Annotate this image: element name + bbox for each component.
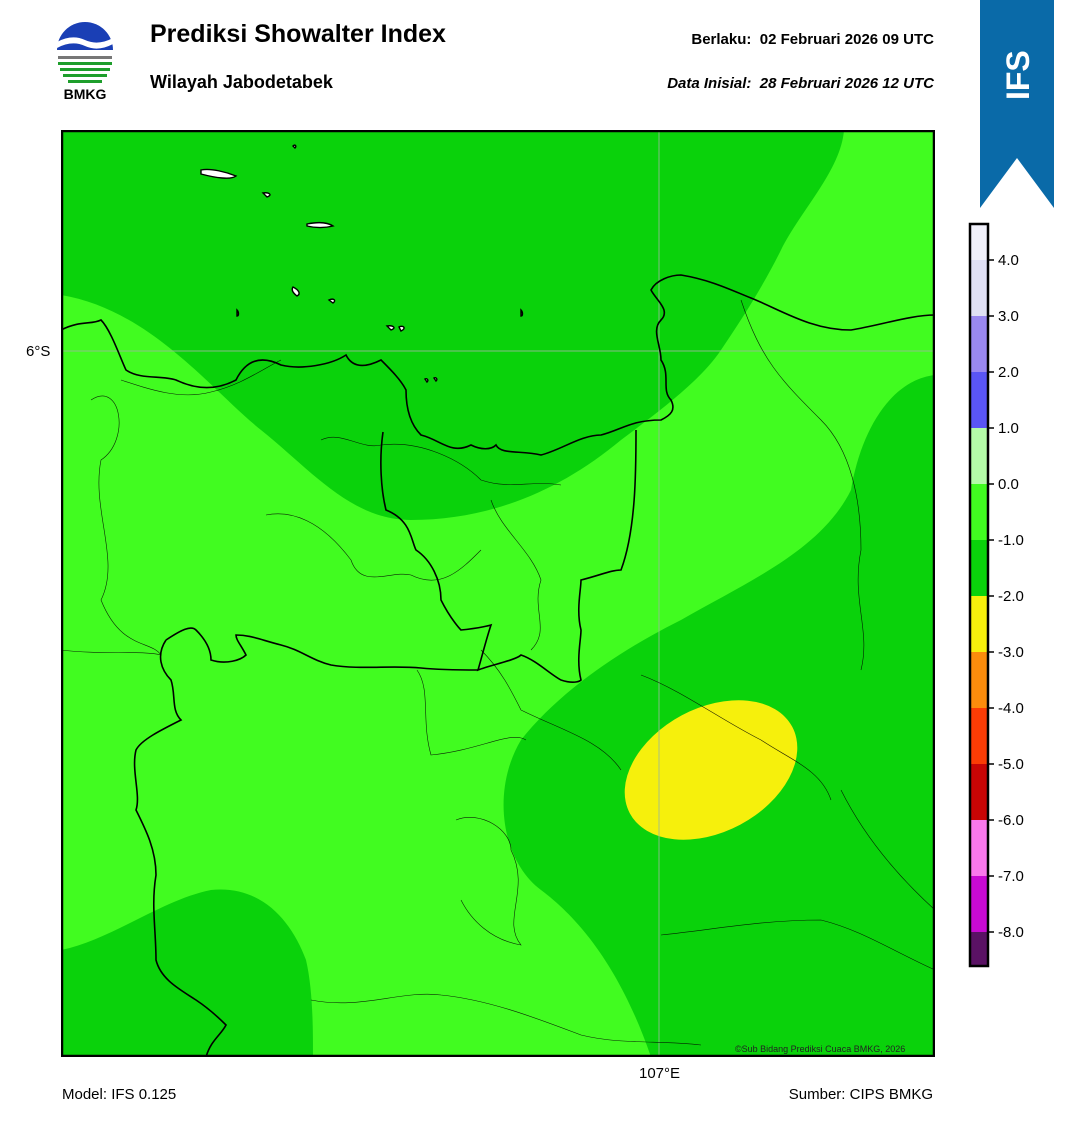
colorbar-tick-label: 2.0 bbox=[998, 364, 1019, 381]
colorbar-block bbox=[970, 652, 988, 708]
valid-label: Berlaku: bbox=[691, 31, 752, 48]
colorbar-block bbox=[970, 820, 988, 876]
page-title: Prediksi Showalter Index bbox=[150, 20, 446, 48]
model-ribbon: IFS bbox=[980, 0, 1054, 208]
copyright-note: ©Sub Bidang Prediksi Cuaca BMKG, 2026 bbox=[735, 1044, 906, 1054]
colorbar-block bbox=[970, 540, 988, 596]
colorbar-block bbox=[970, 484, 988, 540]
colorbar-block bbox=[970, 260, 988, 316]
colorbar-tick-label: -8.0 bbox=[998, 924, 1024, 941]
initial-time: Data Inisial: 28 Februari 2026 12 UTC bbox=[667, 75, 934, 92]
model-info: Model: IFS 0.125 bbox=[62, 1086, 177, 1103]
colorbar-tick-label: -3.0 bbox=[998, 644, 1024, 661]
colorbar-tick-label: 1.0 bbox=[998, 420, 1019, 437]
colorbar-tick-label: 0.0 bbox=[998, 476, 1019, 493]
colorbar-block bbox=[970, 316, 988, 372]
colorbar-tick-label: -7.0 bbox=[998, 868, 1024, 885]
colorbar-block bbox=[970, 372, 988, 428]
colorbar-block bbox=[970, 596, 988, 652]
valid-time: Berlaku: 02 Februari 2026 09 UTC bbox=[691, 31, 934, 48]
colorbar-tick-label: 3.0 bbox=[998, 308, 1019, 325]
colorbar-tick-label: -4.0 bbox=[998, 700, 1024, 717]
colorbar-block bbox=[970, 428, 988, 484]
latitude-label: 6°S bbox=[26, 343, 51, 360]
colorbar-block bbox=[970, 932, 988, 966]
province-boundaries bbox=[61, 274, 935, 1057]
colorbar-tick-label: -1.0 bbox=[998, 532, 1024, 549]
colorbar-blocks bbox=[970, 224, 988, 966]
colorbar-block bbox=[970, 876, 988, 932]
colorbar-ticks: 4.0 3.0 2.0 1.0 0.0 -1.0 -2.0 -3.0 -4.0 -5.0 -6.0 -… bbox=[988, 252, 1024, 941]
initial-value: 28 Februari 2026 12 UTC bbox=[759, 75, 934, 92]
thousand-islands bbox=[200, 144, 524, 384]
colorbar-block bbox=[970, 224, 988, 260]
region-subtitle: Wilayah Jabodetabek bbox=[150, 72, 333, 92]
yellow-region bbox=[624, 700, 798, 840]
dark-green-region-north bbox=[61, 130, 844, 520]
forecast-map bbox=[61, 130, 935, 1057]
colorbar: 4.0 3.0 2.0 1.0 0.0 -1.0 -2.0 -3.0 -4.0 -5.0 -6.0 -… bbox=[968, 222, 1024, 968]
colorbar-tick-label: 4.0 bbox=[998, 252, 1019, 269]
data-source: Sumber: CIPS BMKG bbox=[788, 1086, 933, 1103]
colorbar-tick-label: -6.0 bbox=[998, 812, 1024, 829]
district-boundaries bbox=[61, 299, 935, 1046]
colorbar-block bbox=[970, 708, 988, 764]
colorbar-tick-label: -2.0 bbox=[998, 588, 1024, 605]
colorbar-frame bbox=[968, 222, 990, 968]
map-frame bbox=[61, 130, 935, 1057]
colorbar-tick-label: -5.0 bbox=[998, 756, 1024, 773]
longitude-label: 107°E bbox=[639, 1065, 681, 1082]
model-badge-text: IFS bbox=[1000, 50, 1036, 100]
colorbar-block bbox=[970, 764, 988, 820]
dark-green-region-southwest bbox=[61, 889, 313, 1057]
bmkg-logo: BMKG bbox=[55, 22, 115, 102]
valid-value: 02 Februari 2026 09 UTC bbox=[759, 31, 934, 48]
initial-label: Data Inisial: bbox=[667, 75, 752, 92]
logo-text: BMKG bbox=[64, 86, 107, 102]
